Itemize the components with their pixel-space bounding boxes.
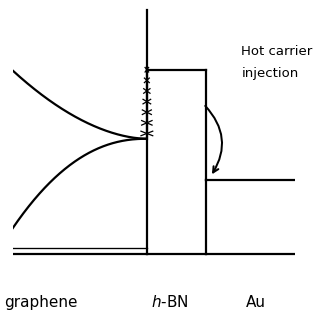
Text: injection: injection [242, 67, 299, 80]
Text: graphene: graphene [4, 295, 78, 310]
Text: Hot carrier: Hot carrier [242, 45, 313, 58]
Text: Au: Au [246, 295, 266, 310]
Text: $h$-BN: $h$-BN [151, 294, 188, 310]
